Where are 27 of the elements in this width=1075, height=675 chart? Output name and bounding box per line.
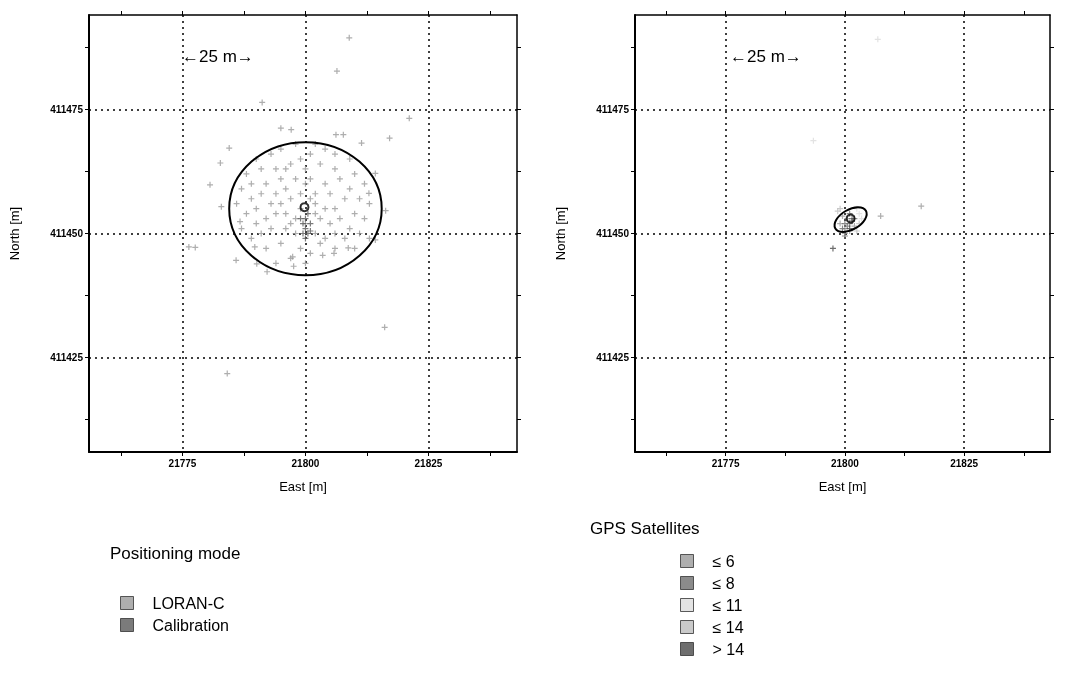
legend-label: ≤ 14 [712,618,744,636]
legend-label: ≤ 11 [712,596,743,614]
legend-label: Calibration [152,616,229,634]
y-tick-label: 411450 [596,228,630,239]
x-tick-label: 21825 [950,457,979,469]
annotation: ←25 m→ [730,47,802,66]
y-tick-label: 411450 [50,228,84,239]
x-axis-title: East [m] [818,479,867,494]
legend-label: ≤ 6 [712,552,735,570]
y-axis-title: North [m] [553,206,568,261]
x-tick-label: 21800 [291,457,320,469]
legend-title: GPS Satellites [590,519,700,538]
x-tick-label: 21800 [830,457,860,469]
x-tick-label: 21775 [168,457,197,469]
x-axis-title: East [m] [279,479,327,494]
y-tick-label: 411475 [50,103,84,115]
y-tick-label: 411475 [596,103,630,115]
x-tick-label: 21825 [414,457,443,469]
y-tick-label: 411425 [596,352,630,364]
x-tick-label: 21775 [711,457,740,469]
y-tick-label: 411425 [50,352,84,364]
annotation: ←25 m→ [182,47,254,66]
legend-label: LORAN-C [152,594,225,612]
legend-title: Positioning mode [110,544,241,563]
legend-label: > 14 [712,640,745,658]
legend-label: ≤ 8 [712,574,735,592]
y-axis-title: North [m] [7,206,22,261]
